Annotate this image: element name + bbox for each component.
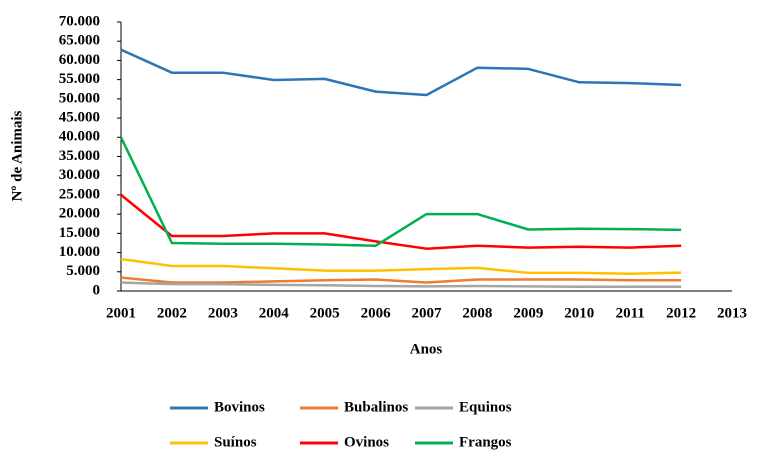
x-tick-label: 2002 <box>157 305 187 321</box>
y-tick-label: 15.000 <box>59 225 100 241</box>
legend-label: Bovinos <box>214 399 265 415</box>
series-line <box>119 136 682 247</box>
y-tick-label: 55.000 <box>59 71 100 87</box>
series-line <box>120 48 682 97</box>
series-line <box>120 257 682 275</box>
y-tick-label: 60.000 <box>59 52 100 68</box>
legend-label: Ovinos <box>344 434 389 450</box>
y-tick-label: 65.000 <box>59 33 100 49</box>
legend-label: Equinos <box>459 399 512 415</box>
y-tick-label: 20.000 <box>59 206 100 222</box>
x-tick-label: 2001 <box>106 305 136 321</box>
y-tick-label: 30.000 <box>59 167 100 183</box>
y-tick-label: 25.000 <box>59 186 100 202</box>
y-tick-label: 0 <box>93 282 101 298</box>
x-tick-label: 2010 <box>564 305 594 321</box>
y-tick-label: 10.000 <box>59 244 100 260</box>
y-tick-label: 35.000 <box>59 148 100 164</box>
y-tick-label: 70.000 <box>59 13 100 29</box>
x-tick-label: 2006 <box>361 305 392 321</box>
x-tick-label: 2004 <box>259 305 290 321</box>
y-tick-label: 5.000 <box>66 263 100 279</box>
y-axis-title: Nº de Animais <box>9 110 25 201</box>
x-tick-label: 2005 <box>310 305 340 321</box>
x-tick-label: 2011 <box>616 305 645 321</box>
x-tick-label: 2012 <box>666 305 696 321</box>
y-tick-label: 45.000 <box>59 110 100 126</box>
series-line <box>120 276 682 284</box>
legend-label: Suínos <box>214 434 257 450</box>
x-axis-title: Anos <box>410 341 443 357</box>
series-line <box>120 281 682 289</box>
legend-label: Bubalinos <box>344 399 408 415</box>
x-tick-label: 2003 <box>208 305 238 321</box>
x-tick-label: 2009 <box>513 305 543 321</box>
x-tick-label: 2008 <box>462 305 492 321</box>
y-tick-label: 40.000 <box>59 129 100 145</box>
x-tick-label: 2013 <box>717 305 747 321</box>
y-tick-label: 50.000 <box>59 90 100 106</box>
legend-label: Frangos <box>459 434 512 450</box>
series-line <box>120 193 682 250</box>
x-tick-label: 2007 <box>412 305 443 321</box>
